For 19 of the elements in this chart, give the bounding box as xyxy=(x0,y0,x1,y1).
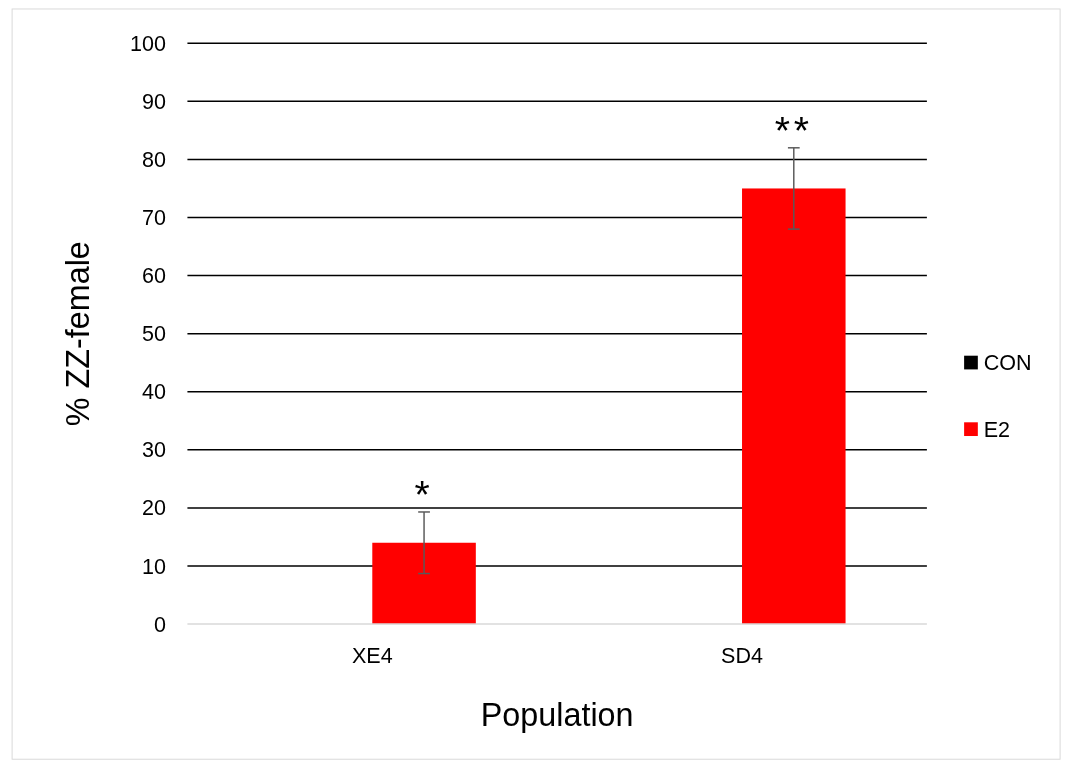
y-tick-label: 10 xyxy=(141,554,166,579)
y-tick-label: 90 xyxy=(141,89,166,114)
annotation: ** xyxy=(774,108,813,152)
y-tick-label: 0 xyxy=(153,612,166,637)
y-tick-label: 100 xyxy=(129,31,166,56)
y-tick-label: 40 xyxy=(141,380,166,405)
x-tick-label: XE4 xyxy=(351,644,393,669)
y-tick-label: 60 xyxy=(141,264,166,289)
y-axis-title: % ZZ-female xyxy=(60,241,97,427)
y-tick-label: 30 xyxy=(141,438,166,463)
y-tick-label: 50 xyxy=(141,322,166,347)
y-tick-label: 80 xyxy=(141,147,166,172)
x-tick-label: SD4 xyxy=(721,644,763,669)
x-axis-title: Population xyxy=(480,696,634,733)
annotation: * xyxy=(414,473,434,517)
y-tick-label: 20 xyxy=(141,496,166,521)
y-tick-label: 70 xyxy=(141,206,166,231)
legend-label: CON xyxy=(983,351,1032,376)
legend-label: E2 xyxy=(983,417,1011,442)
